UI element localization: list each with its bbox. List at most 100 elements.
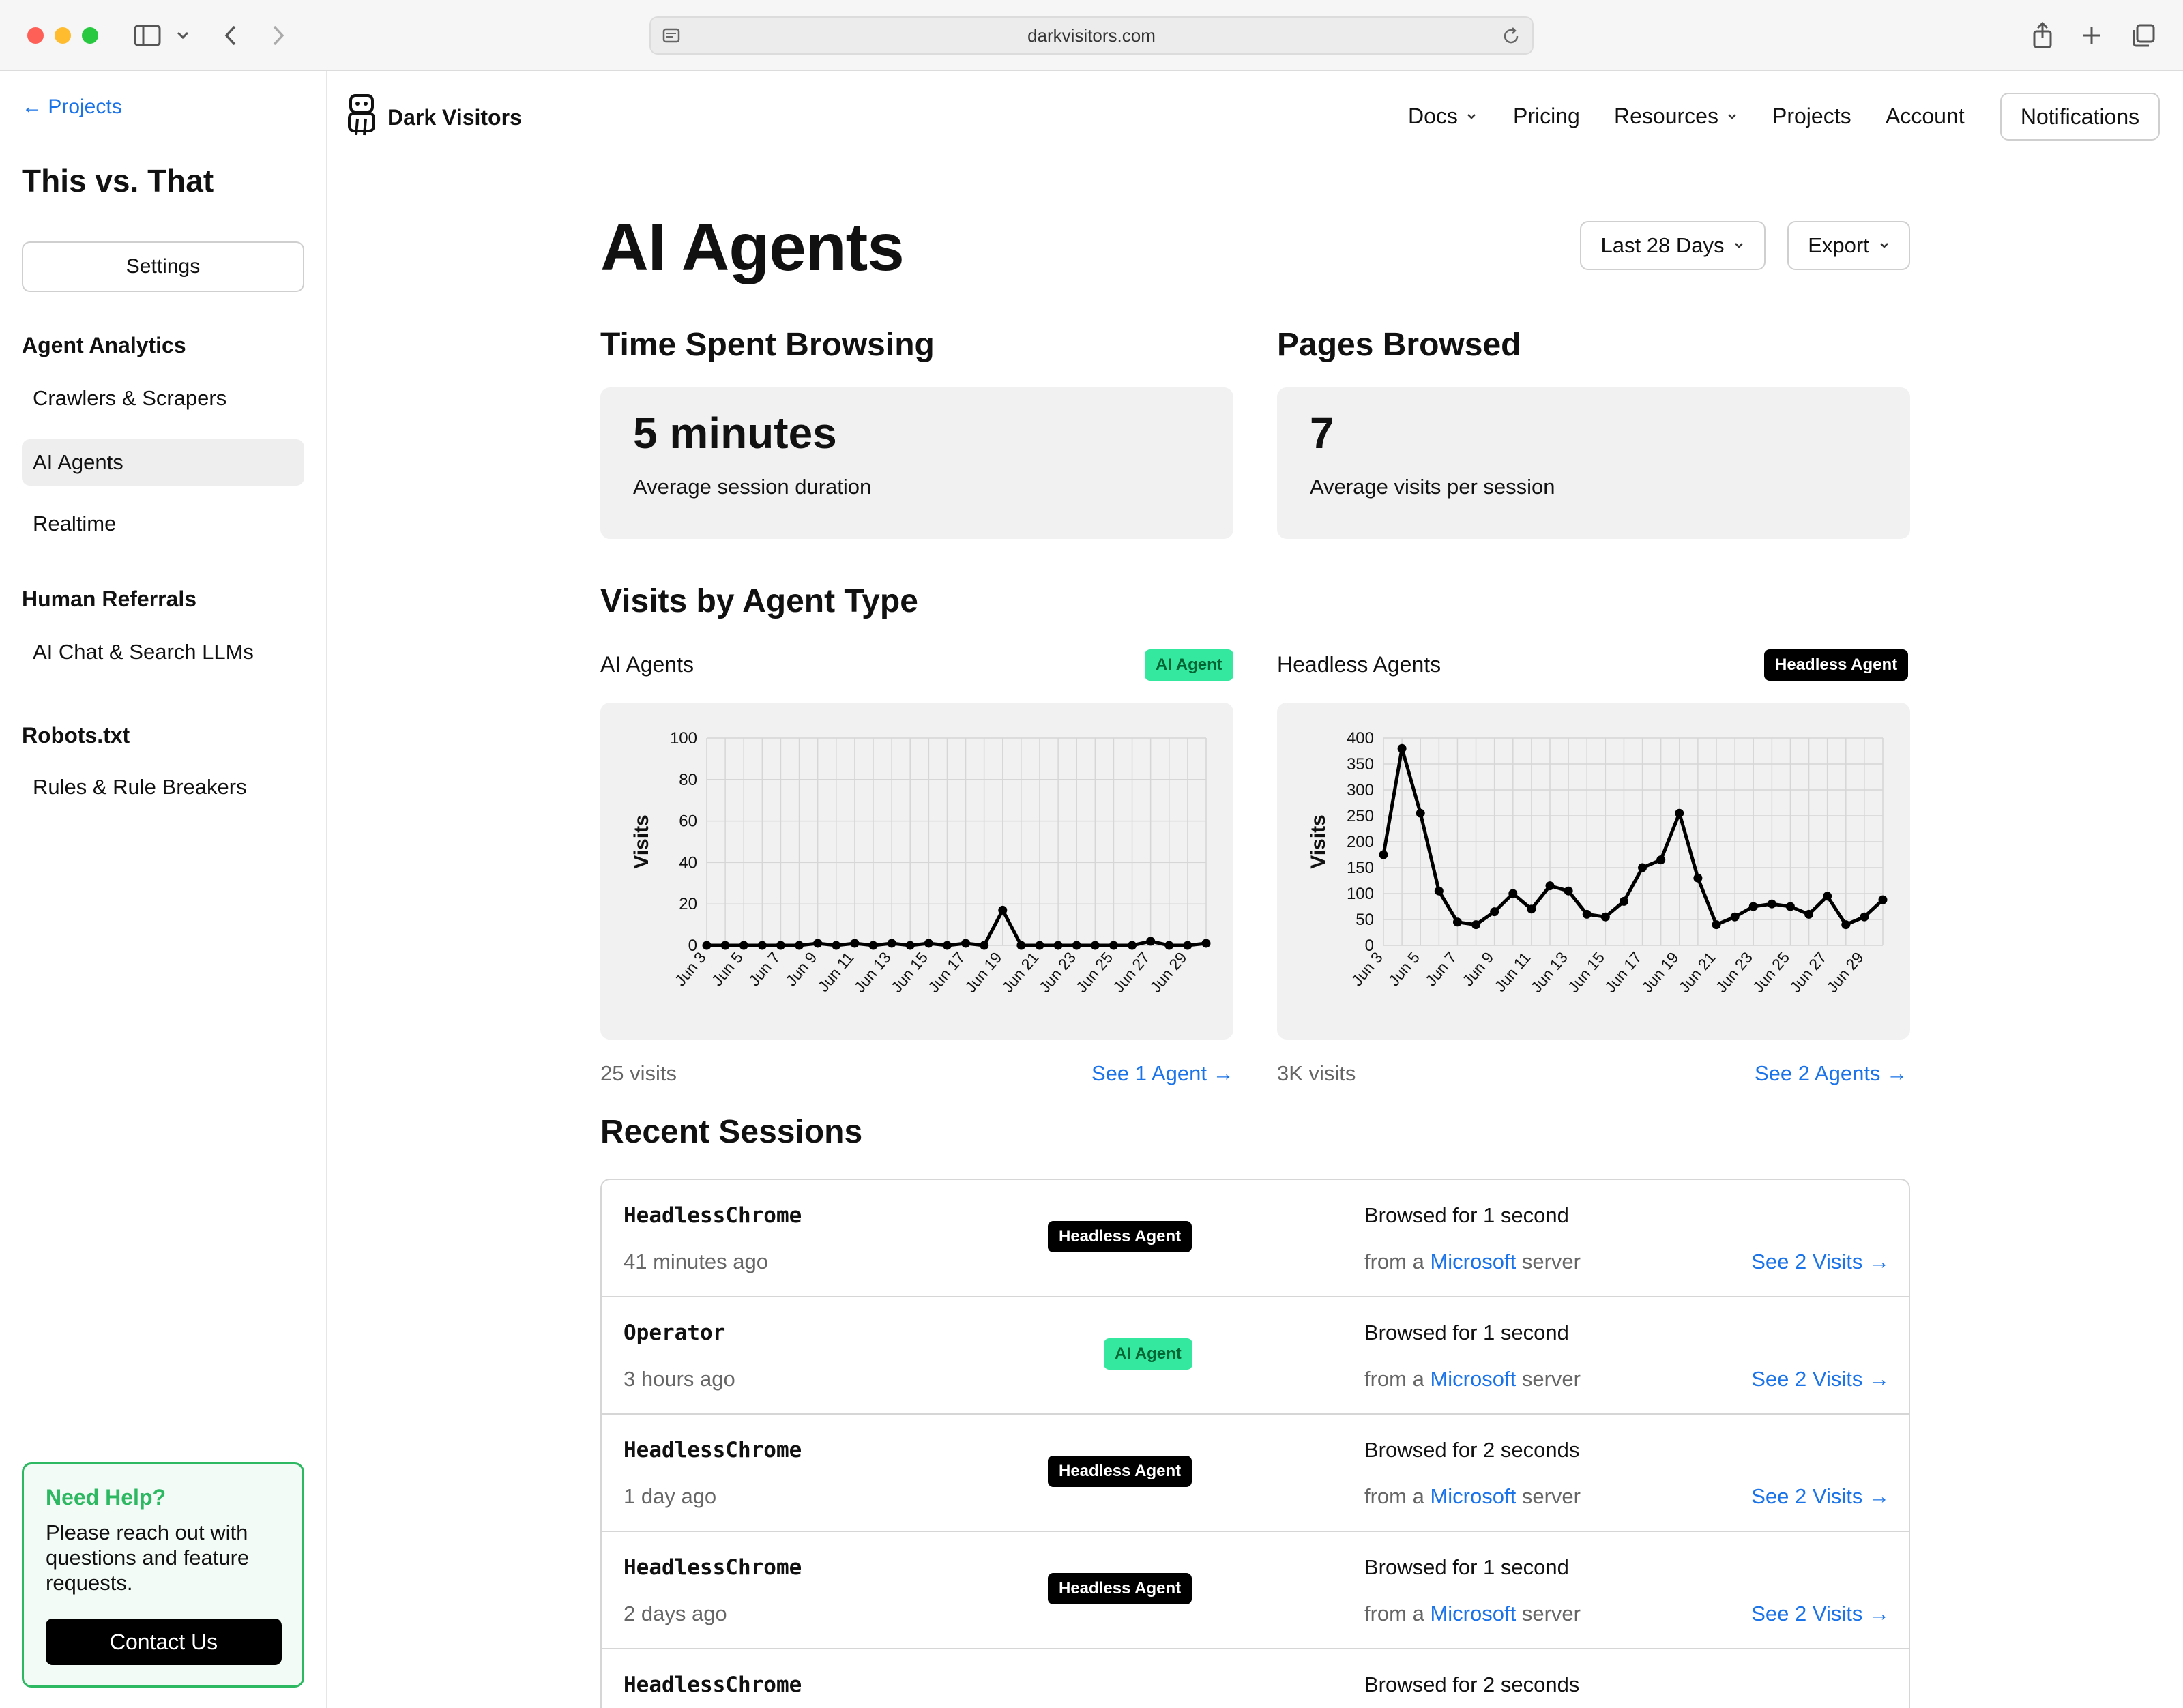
- data-point: [1128, 941, 1137, 950]
- session-provider-link[interactable]: Microsoft: [1430, 1484, 1517, 1508]
- back-icon[interactable]: [217, 20, 244, 50]
- session-origin: from a Microsoft server: [1364, 1484, 1581, 1509]
- y-tick-label: 0: [688, 937, 697, 955]
- data-point: [961, 939, 971, 948]
- back-to-projects-link[interactable]: ← Projects: [22, 95, 122, 118]
- nav-projects[interactable]: Projects: [1772, 104, 1851, 128]
- sessions-table: HeadlessChrome 41 minutes ago Headless Age…: [600, 1179, 1910, 1708]
- session-time: 1 day ago: [624, 1484, 717, 1508]
- pages-browsed-value: 7: [1310, 409, 1334, 458]
- data-point: [720, 941, 730, 950]
- notifications-button[interactable]: Notifications: [2000, 93, 2160, 141]
- see-ai-agents-link[interactable]: See 1 Agent →: [1092, 1061, 1234, 1085]
- session-duration: Browsed for 1 second: [1364, 1555, 1569, 1579]
- y-tick-label: 40: [679, 853, 697, 872]
- nav-resources[interactable]: Resources: [1614, 104, 1738, 129]
- session-type-badge: Headless Agent: [1048, 1573, 1192, 1604]
- x-tick-label: Jun 21: [1675, 949, 1719, 997]
- nav-docs[interactable]: Docs: [1408, 104, 1477, 129]
- new-tab-icon[interactable]: [2078, 20, 2105, 50]
- sidebar-item-ai-agents[interactable]: AI Agents: [22, 439, 304, 486]
- session-row[interactable]: Operator 3 hours ago AI Agent Browsed for 1…: [602, 1297, 1909, 1415]
- data-point: [1527, 904, 1536, 914]
- see-headless-agents-link[interactable]: See 2 Agents →: [1755, 1061, 1908, 1085]
- x-tick-label: Jun 3: [671, 949, 709, 990]
- y-tick-label: 0: [1365, 937, 1374, 955]
- minimize-window-button[interactable]: [55, 27, 71, 44]
- session-origin-suffix: server: [1516, 1484, 1581, 1508]
- tab-overview-icon[interactable]: [2128, 20, 2158, 50]
- session-type-badge: Headless Agent: [1048, 1456, 1192, 1487]
- pages-browsed-heading: Pages Browsed: [1277, 327, 1521, 363]
- sidebar-item-realtime[interactable]: Realtime: [33, 512, 117, 535]
- session-provider-link[interactable]: Microsoft: [1430, 1602, 1517, 1625]
- help-card: Need Help? Please reach out with questio…: [22, 1462, 304, 1688]
- data-point: [850, 939, 860, 948]
- see-visits-link[interactable]: See 2 Visits →: [1751, 1484, 1890, 1508]
- sidebar-item-crawlers-scrapers[interactable]: Crawlers & Scrapers: [33, 386, 227, 410]
- y-tick-label: 60: [679, 812, 697, 831]
- headless-agent-badge: Headless Agent: [1764, 649, 1909, 681]
- data-point: [887, 939, 896, 948]
- data-point: [1545, 881, 1555, 891]
- sidebar-item-ai-chat-search[interactable]: AI Chat & Search LLMs: [33, 640, 254, 664]
- sidebar-toggle-icon[interactable]: [131, 20, 164, 50]
- time-spent-label: Average session duration: [633, 475, 872, 499]
- session-type-badge: Headless Agent: [1048, 1221, 1192, 1252]
- data-point: [980, 941, 989, 950]
- session-origin-prefix: from a: [1364, 1484, 1431, 1508]
- data-point: [1471, 920, 1481, 930]
- chevron-down-icon: [1467, 113, 1476, 119]
- y-tick-label: 20: [679, 895, 697, 913]
- headless-chart-label: Headless Agents: [1277, 652, 1441, 677]
- session-row[interactable]: HeadlessChrome 2 days ago Headless Agent Br…: [602, 1532, 1909, 1649]
- chevron-down-icon[interactable]: [172, 20, 194, 50]
- x-tick-label: Jun 29: [1146, 949, 1190, 997]
- y-tick-label: 250: [1347, 807, 1374, 825]
- zoom-window-button[interactable]: [82, 27, 98, 44]
- browser-toolbar: darkvisitors.com: [0, 0, 2183, 71]
- x-tick-label: Jun 25: [1072, 949, 1116, 997]
- see-visits-link[interactable]: See 2 Visits →: [1751, 1367, 1890, 1391]
- see-visits-link[interactable]: See 2 Visits →: [1751, 1602, 1890, 1625]
- x-tick-label: Jun 23: [1712, 949, 1756, 997]
- x-tick-label: Jun 5: [708, 949, 746, 990]
- forward-icon[interactable]: [265, 20, 292, 50]
- data-point: [1146, 937, 1156, 946]
- ai-visits-total: 25 visits: [600, 1061, 677, 1085]
- settings-button[interactable]: Settings: [22, 241, 304, 292]
- date-range-dropdown[interactable]: Last 28 Days: [1580, 221, 1766, 270]
- session-agent-name: HeadlessChrome: [624, 1438, 802, 1462]
- data-point: [1564, 886, 1573, 896]
- share-icon[interactable]: [2029, 20, 2056, 50]
- see-visits-link[interactable]: See 2 Visits →: [1751, 1250, 1890, 1273]
- session-provider-link[interactable]: Microsoft: [1430, 1250, 1517, 1273]
- data-point: [1397, 743, 1407, 753]
- session-row[interactable]: HeadlessChrome 1 day ago Headless Agent Bro…: [602, 1415, 1909, 1532]
- y-tick-label: 300: [1347, 781, 1374, 799]
- session-provider-link[interactable]: Microsoft: [1430, 1367, 1517, 1391]
- reload-icon[interactable]: [1501, 26, 1521, 51]
- export-dropdown[interactable]: Export: [1787, 221, 1910, 270]
- data-point: [1416, 808, 1425, 818]
- session-row[interactable]: HeadlessChrome 41 minutes ago Headless Age…: [602, 1180, 1909, 1297]
- data-point: [868, 941, 878, 950]
- address-bar[interactable]: darkvisitors.com: [649, 16, 1534, 55]
- help-text: Please reach out with questions and feat…: [46, 1520, 250, 1595]
- data-point: [702, 941, 712, 950]
- data-point: [1434, 886, 1444, 896]
- session-origin-suffix: server: [1516, 1250, 1581, 1273]
- data-point: [813, 939, 823, 948]
- brand-logo[interactable]: Dark Visitors: [347, 93, 522, 142]
- nav-account[interactable]: Account: [1886, 104, 1965, 128]
- contact-us-button[interactable]: Contact Us: [46, 1619, 282, 1665]
- data-point: [1016, 941, 1026, 950]
- nav-resources-label: Resources: [1614, 104, 1718, 128]
- close-window-button[interactable]: [27, 27, 44, 44]
- nav-pricing[interactable]: Pricing: [1513, 104, 1580, 128]
- sidebar-item-rules-rule-breakers[interactable]: Rules & Rule Breakers: [33, 775, 247, 799]
- robot-icon: [347, 93, 377, 142]
